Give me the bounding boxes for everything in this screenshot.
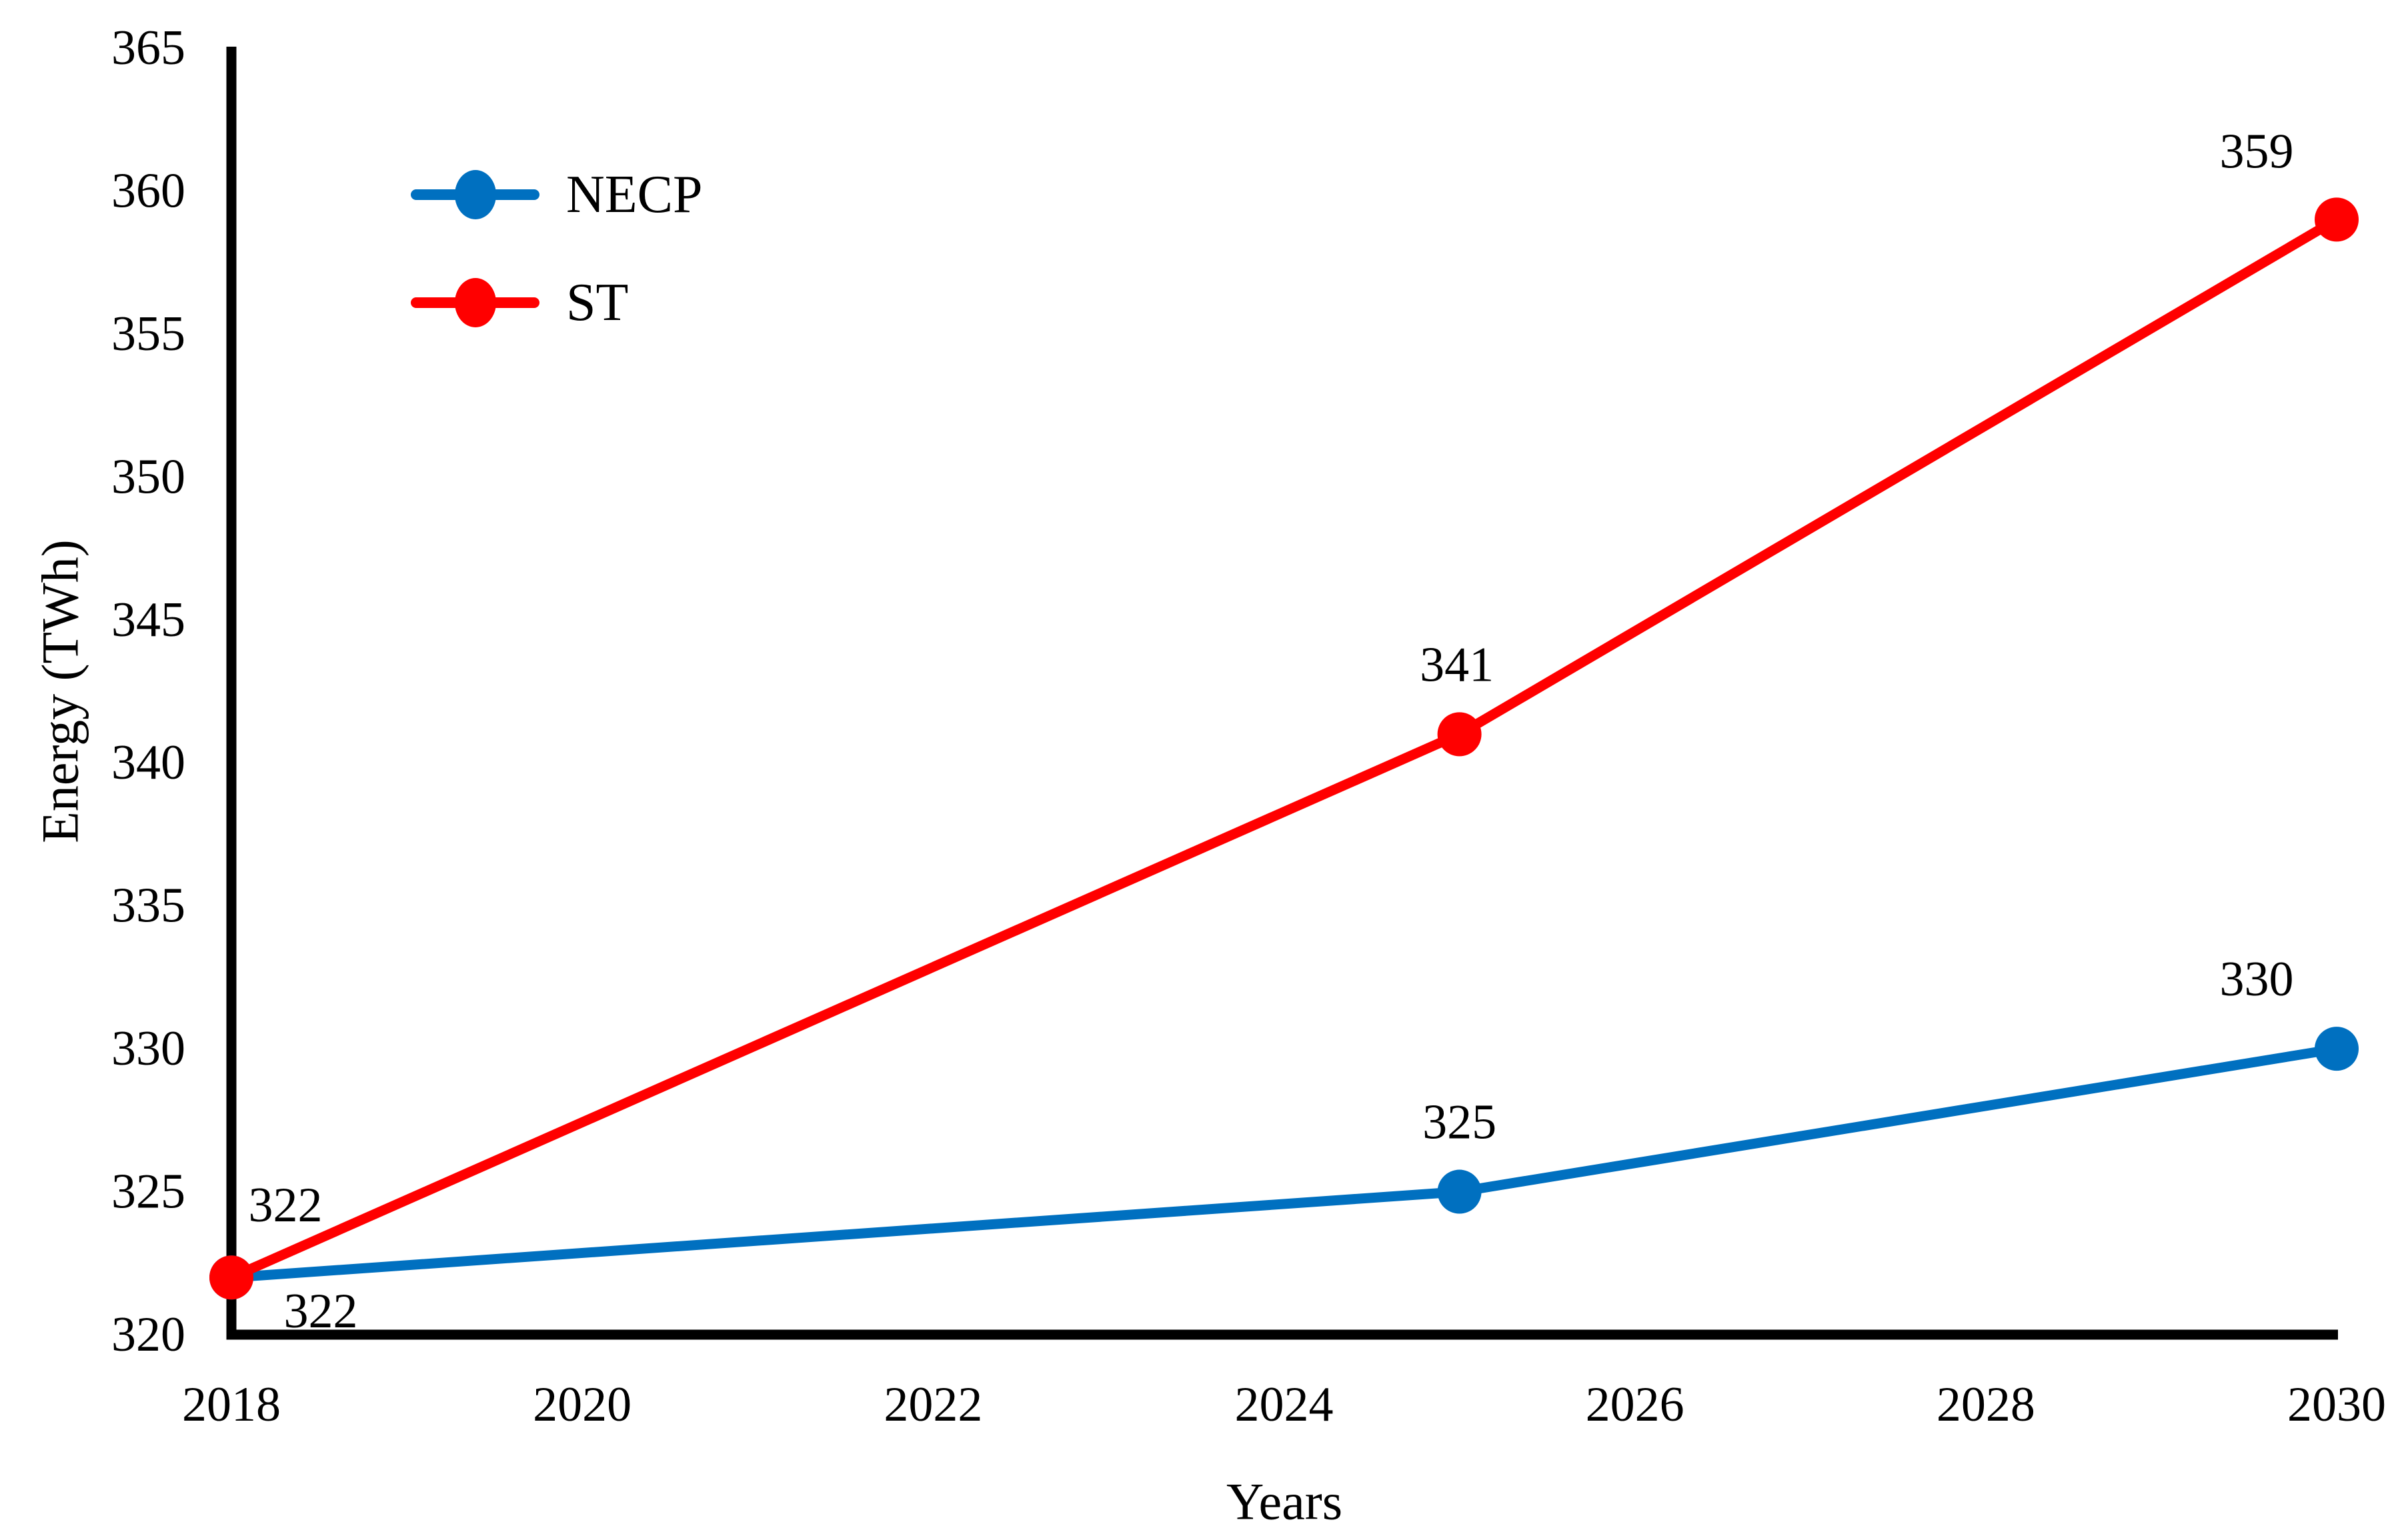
y-tick-label: 365 xyxy=(111,21,185,75)
data-point-st xyxy=(209,1255,253,1300)
data-point-necp xyxy=(1437,1169,1482,1214)
y-tick-label: 330 xyxy=(111,1021,185,1076)
data-point-label-necp: 330 xyxy=(2220,952,2294,1007)
x-tick-label: 2030 xyxy=(2287,1377,2386,1432)
y-tick-label: 360 xyxy=(111,163,185,218)
y-axis-title: Energy (TWh) xyxy=(31,539,89,843)
legend-item-necp: NECP xyxy=(411,165,703,224)
x-axis-tick-labels: 2018 2020 2022 2024 2026 2028 2030 xyxy=(182,1377,2386,1432)
series-lines xyxy=(226,214,2342,1283)
y-tick-label: 345 xyxy=(111,593,185,647)
data-point-label-necp: 322 xyxy=(284,1284,358,1339)
y-tick-label: 335 xyxy=(111,879,185,933)
x-tick-label: 2024 xyxy=(1235,1377,1334,1432)
series-line-necp xyxy=(226,1043,2342,1283)
series-line-st xyxy=(226,214,2342,1283)
legend-label: NECP xyxy=(566,165,703,224)
y-axis-tick-labels: 320 325 330 335 340 345 350 355 360 365 xyxy=(111,21,185,1362)
axes xyxy=(226,47,2338,1340)
legend-marker-dot xyxy=(455,170,496,219)
x-tick-label: 2026 xyxy=(1586,1377,1684,1432)
y-tick-label: 350 xyxy=(111,449,185,504)
data-point-labels: 322 325 330 322 341 359 xyxy=(249,124,2294,1339)
data-point-label-necp: 325 xyxy=(1422,1095,1496,1150)
data-point-label-st: 341 xyxy=(1420,637,1494,692)
legend: NECP ST xyxy=(411,165,703,332)
x-tick-label: 2020 xyxy=(533,1377,632,1432)
y-tick-label: 355 xyxy=(111,307,185,361)
legend-label: ST xyxy=(566,273,628,332)
data-point-markers xyxy=(209,197,2359,1300)
data-point-st xyxy=(1437,712,1482,757)
x-tick-label: 2022 xyxy=(884,1377,982,1432)
y-tick-label: 325 xyxy=(111,1165,185,1219)
y-tick-label: 340 xyxy=(111,735,185,790)
data-point-label-st: 322 xyxy=(249,1178,323,1233)
x-axis-title: Years xyxy=(1226,1473,1342,1531)
x-tick-label: 2028 xyxy=(1937,1377,2035,1432)
legend-marker-dot xyxy=(455,278,496,327)
data-point-necp xyxy=(2315,1027,2359,1071)
data-point-label-st: 359 xyxy=(2220,124,2294,179)
y-tick-label: 320 xyxy=(111,1307,185,1362)
x-tick-label: 2018 xyxy=(182,1377,281,1432)
legend-item-st: ST xyxy=(411,273,628,332)
data-point-st xyxy=(2315,197,2359,242)
